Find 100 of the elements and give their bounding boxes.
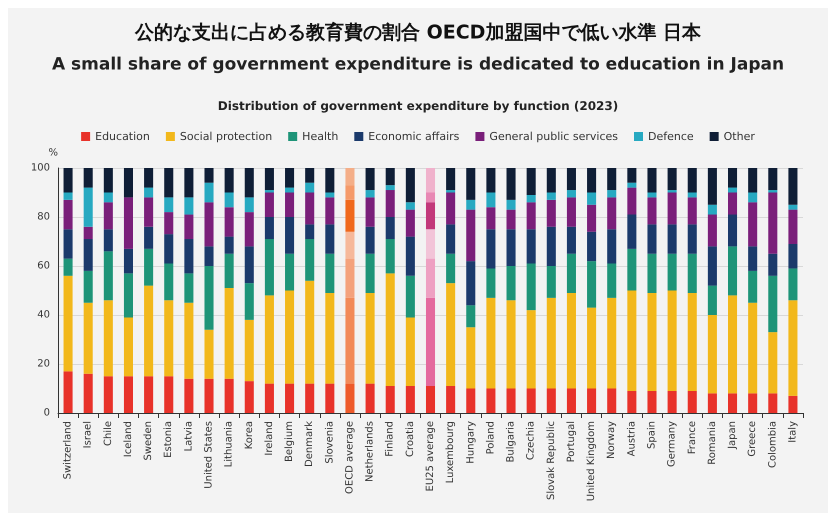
bar <box>728 393 738 413</box>
x-tick-label: Colombia <box>767 421 778 468</box>
bar <box>526 310 536 388</box>
bar <box>446 254 456 284</box>
bar <box>627 214 636 249</box>
bar <box>607 264 616 298</box>
bar <box>204 246 214 266</box>
bar <box>164 264 174 300</box>
bar <box>64 229 73 259</box>
x-tick-label: Iceland <box>122 421 134 458</box>
bar <box>546 192 556 200</box>
bar <box>526 229 536 264</box>
bar <box>325 224 334 254</box>
bar <box>386 185 395 190</box>
bar <box>204 330 214 379</box>
bar <box>446 224 456 254</box>
bar <box>124 168 134 198</box>
bar <box>305 192 314 224</box>
bar <box>345 298 354 384</box>
x-tick-label: Italy <box>787 420 798 443</box>
bar <box>345 185 354 200</box>
bar <box>224 236 234 254</box>
bar <box>466 388 476 413</box>
x-tick-label: Denmark <box>304 420 316 467</box>
bar <box>224 207 234 237</box>
bar <box>104 192 113 202</box>
bar <box>708 393 717 413</box>
bar <box>566 197 576 227</box>
bar <box>668 290 677 391</box>
bar <box>748 202 758 246</box>
bar <box>607 168 616 190</box>
x-tick-label: Netherlands <box>364 421 376 482</box>
x-tick-label: Lithuania <box>224 421 235 468</box>
x-tick-label: Norway <box>606 420 618 459</box>
bar <box>486 168 496 192</box>
x-tick-label: Poland <box>485 421 496 454</box>
x-tick-label: Romania <box>706 421 718 465</box>
bar <box>526 202 536 230</box>
bar <box>486 192 496 208</box>
bar <box>708 286 717 315</box>
bar <box>546 168 556 192</box>
bar <box>768 168 778 190</box>
bar <box>486 207 496 230</box>
bar <box>64 258 73 276</box>
bar <box>244 320 254 382</box>
bar <box>708 246 717 286</box>
bar <box>204 266 214 330</box>
bar <box>546 298 556 388</box>
bar <box>788 300 798 396</box>
bar <box>305 168 314 183</box>
bar <box>607 190 616 198</box>
bar <box>647 224 657 254</box>
x-tick-label: Spain <box>646 421 658 449</box>
bar <box>607 229 616 264</box>
bar <box>788 268 798 300</box>
x-tick-label: Japan <box>727 421 738 450</box>
bar <box>668 192 677 224</box>
bar <box>627 182 636 188</box>
y-tick-label: 0 <box>44 408 50 418</box>
bar <box>64 200 73 230</box>
bar <box>466 305 476 328</box>
bar <box>728 295 738 394</box>
bar <box>587 388 596 413</box>
bar <box>627 188 636 215</box>
bar <box>305 384 314 413</box>
bar <box>768 393 778 413</box>
bar <box>184 168 194 198</box>
bar <box>446 283 456 386</box>
bar <box>386 386 395 413</box>
bar <box>325 384 334 413</box>
bar <box>466 210 476 262</box>
bar <box>607 298 616 388</box>
bar <box>406 210 415 237</box>
bar <box>647 197 657 224</box>
bar <box>124 273 134 318</box>
bar <box>546 266 556 298</box>
bar <box>64 168 73 192</box>
x-tick-label: Korea <box>244 421 255 450</box>
bar <box>466 327 476 388</box>
bar <box>566 292 576 388</box>
bar <box>84 226 93 240</box>
bar <box>366 226 375 254</box>
bar <box>688 292 697 391</box>
bar <box>305 224 314 240</box>
bar <box>164 300 174 376</box>
bar <box>325 168 334 192</box>
y-tick-label: 100 <box>30 162 50 174</box>
bar <box>566 254 576 293</box>
bar <box>406 168 415 202</box>
x-tick-label: Austria <box>626 421 638 456</box>
y-tick-label: 60 <box>37 260 50 272</box>
bar <box>204 168 214 183</box>
bar <box>84 168 93 188</box>
bar <box>345 168 354 186</box>
x-tick-label: Estonia <box>163 421 174 458</box>
bar <box>386 217 395 240</box>
bar <box>627 290 636 391</box>
bar <box>104 376 113 413</box>
bar <box>345 258 354 298</box>
bar <box>285 290 294 384</box>
